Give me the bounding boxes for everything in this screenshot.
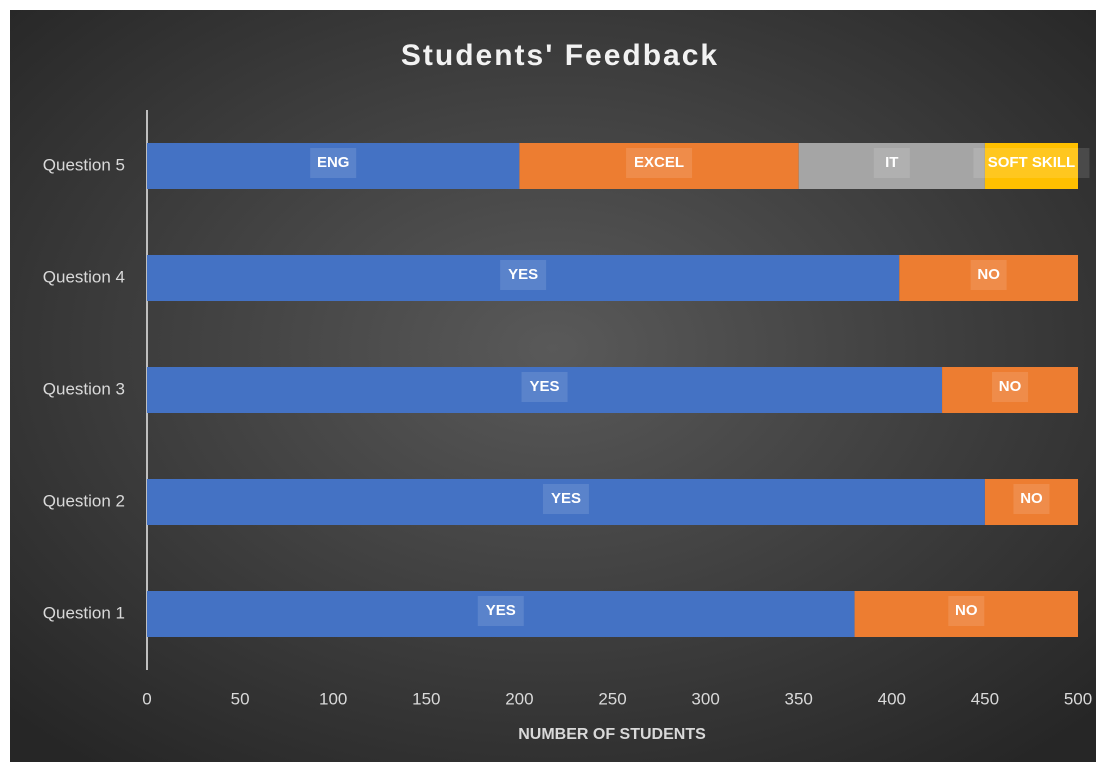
x-tick-label: 400 (878, 689, 906, 708)
x-tick-label: 350 (785, 689, 813, 708)
segment-label: SOFT SKILL (988, 154, 1076, 171)
bar-segment (899, 255, 1078, 301)
bar-segment (147, 479, 985, 525)
label-box (477, 596, 524, 626)
x-tick-label: 200 (505, 689, 533, 708)
segment-label: NO (1020, 490, 1043, 507)
segment-label: YES (551, 490, 581, 507)
y-tick-label: Question 1 (43, 603, 125, 622)
x-tick-label: 150 (412, 689, 440, 708)
segment-label: ENG (317, 154, 350, 171)
x-tick-label: 100 (319, 689, 347, 708)
label-box (500, 260, 547, 290)
bar-segment (984, 479, 1078, 525)
segment-label: YES (508, 266, 538, 283)
bar-segment (984, 143, 1078, 189)
label-box (542, 484, 589, 514)
label-box (626, 148, 693, 178)
label-box (970, 260, 1007, 290)
bar-segment (147, 591, 855, 637)
x-tick-label: 50 (231, 689, 250, 708)
segment-label: NO (977, 266, 1000, 283)
label-box (521, 372, 568, 402)
segment-label: NO (955, 602, 978, 619)
bar-segment (147, 255, 900, 301)
segment-label: YES (530, 378, 560, 395)
x-tick-label: 500 (1064, 689, 1092, 708)
y-tick-label: Question 2 (43, 491, 125, 510)
label-box (973, 148, 1090, 178)
y-tick-label: Question 5 (43, 155, 125, 174)
bar-segment (147, 367, 943, 413)
label-box (873, 148, 910, 178)
bar-segment (519, 143, 799, 189)
x-tick-label: 250 (598, 689, 626, 708)
chart-title: Students' Feedback (401, 39, 719, 72)
bar-segment (942, 367, 1078, 413)
label-box (948, 596, 985, 626)
y-tick-label: Question 4 (43, 267, 125, 286)
segment-label: YES (486, 602, 516, 619)
bar-segment (854, 591, 1078, 637)
y-tick-label: Question 3 (43, 379, 125, 398)
bar-segment (147, 143, 520, 189)
x-tick-label: 450 (971, 689, 999, 708)
segment-label: EXCEL (634, 154, 684, 171)
x-axis-title: NUMBER OF STUDENTS (518, 726, 706, 743)
label-box (1013, 484, 1050, 514)
x-tick-label: 0 (142, 689, 151, 708)
x-tick-label: 300 (691, 689, 719, 708)
label-box (992, 372, 1029, 402)
segment-label: NO (999, 378, 1022, 395)
segment-label: IT (885, 154, 898, 171)
label-box (310, 148, 357, 178)
bar-segment (798, 143, 985, 189)
